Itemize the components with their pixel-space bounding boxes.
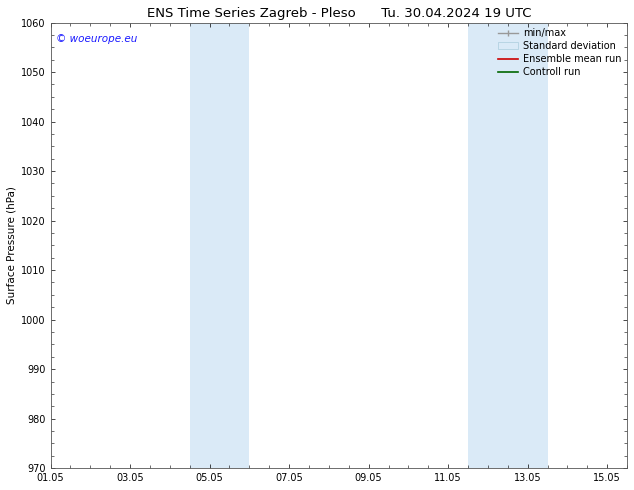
- Legend: min/max, Standard deviation, Ensemble mean run, Controll run: min/max, Standard deviation, Ensemble me…: [495, 24, 625, 81]
- Text: © woeurope.eu: © woeurope.eu: [56, 34, 138, 44]
- Bar: [190, 23, 249, 468]
- Bar: [468, 23, 548, 468]
- Y-axis label: Surface Pressure (hPa): Surface Pressure (hPa): [7, 186, 17, 304]
- Title: ENS Time Series Zagreb - Pleso      Tu. 30.04.2024 19 UTC: ENS Time Series Zagreb - Pleso Tu. 30.04…: [146, 7, 531, 20]
